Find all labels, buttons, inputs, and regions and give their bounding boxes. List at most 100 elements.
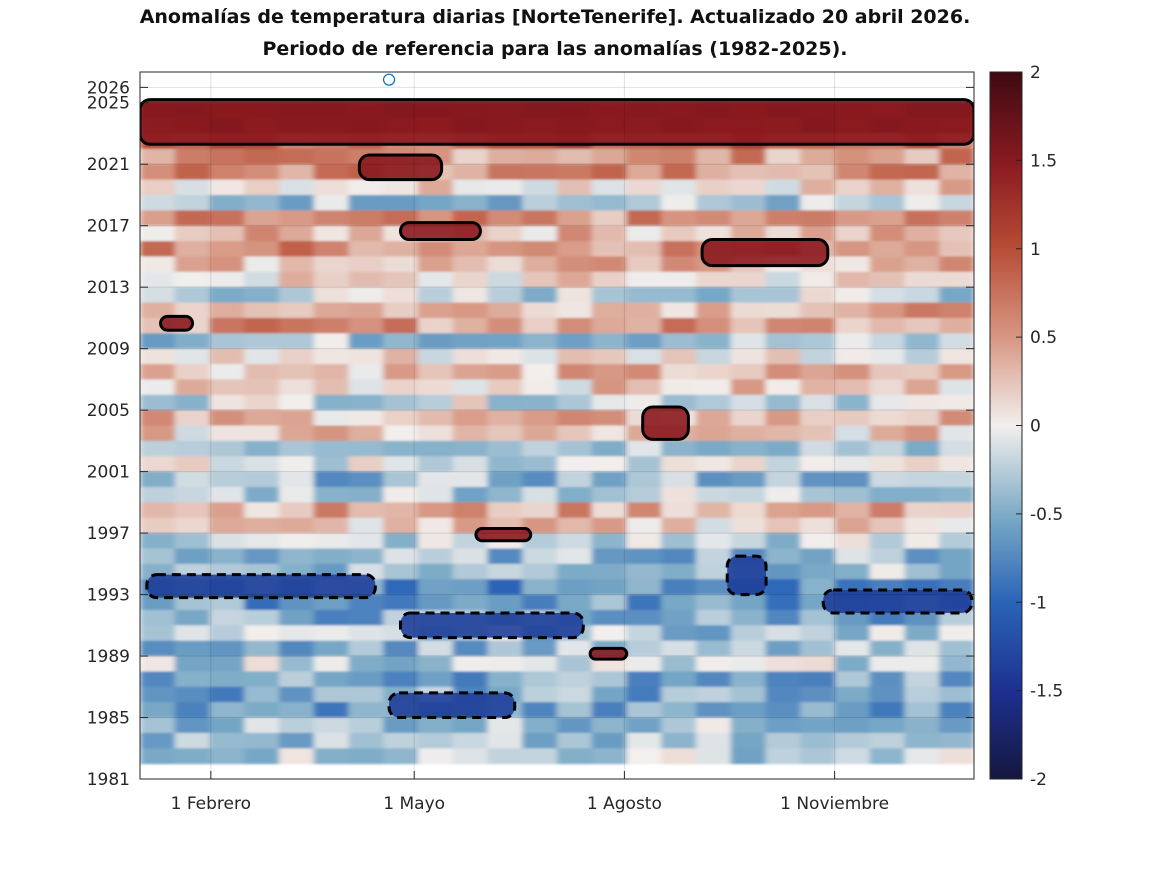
anomaly-cell [591,517,627,534]
anomaly-cell [279,702,315,719]
anomaly-cell [452,256,488,273]
anomaly-cell [765,364,801,380]
anomaly-cell [140,456,176,473]
anomaly-cell [244,410,280,426]
anomaly-cell [487,471,523,488]
anomaly-cell [313,210,349,227]
anomaly-cell [904,302,940,319]
anomaly-cell [522,502,558,519]
anomaly-cell [313,179,349,196]
anomaly-cell [800,394,836,411]
anomaly-cell [313,194,349,211]
anomaly-cell [661,609,697,626]
anomaly-cell [522,471,558,488]
anomaly-cell [313,440,349,457]
anomaly-cell [313,686,349,703]
anomaly-cell [557,717,593,734]
anomaly-cell [765,625,801,642]
anomaly-cell [279,717,315,734]
anomaly-cell [730,194,766,211]
anomaly-cell [140,394,176,411]
anomaly-cell [557,563,593,580]
anomaly-cell [800,548,836,565]
anomaly-cell [244,471,280,488]
anomaly-cell [418,456,454,473]
y-tick-label: 2021 [87,155,130,175]
anomaly-band [140,287,974,304]
anomaly-cell [140,625,176,642]
anomaly-cell [313,164,349,181]
anomaly-band [140,241,974,257]
anomaly-cell [800,748,836,765]
anomaly-cell [765,394,801,411]
anomaly-cell [557,179,593,196]
anomaly-cell [904,717,940,734]
y-tick-label: 1997 [87,524,130,544]
anomaly-cell [452,486,488,503]
chart-title: Anomalías de temperatura diarias [NorteT… [139,6,971,28]
anomaly-cell [348,486,384,503]
anomaly-cell [452,302,488,319]
anomaly-cell [452,456,488,473]
anomaly-cell [383,533,419,549]
anomaly-cell [487,225,523,242]
x-tick-label: 1 Noviembre [780,794,889,814]
anomaly-cell [209,625,245,642]
anomaly-cell [487,548,523,565]
anomaly-cell [348,225,384,242]
anomaly-cell [869,502,905,519]
anomaly-cell [696,579,732,596]
anomaly-cell [835,625,871,642]
anomaly-cell [487,194,523,211]
anomaly-cell [904,502,940,519]
anomaly-cell [348,548,384,565]
anomaly-cell [904,317,940,334]
anomaly-cell [209,717,245,734]
anomaly-cell [209,302,245,319]
anomaly-cell [939,287,974,304]
anomaly-cell [869,640,905,657]
anomaly-cell [313,425,349,442]
anomaly-cell [835,241,871,257]
anomaly-cell [522,348,558,365]
anomaly-cell [696,640,732,657]
anomaly-cell [730,210,766,227]
anomaly-cell [244,379,280,396]
anomaly-cell [835,410,871,426]
anomaly-cell [869,287,905,304]
anomaly-cell [939,148,974,165]
anomaly-cell [939,271,974,288]
anomaly-cell [730,425,766,442]
anomaly-cell [313,148,349,165]
anomaly-cell [869,533,905,549]
anomaly-cell [418,486,454,503]
anomaly-cell [765,502,801,519]
anomaly-cell [174,517,210,534]
anomaly-cell [209,241,245,257]
anomaly-cell [418,533,454,549]
anomaly-cell [730,486,766,503]
anomaly-cell [348,179,384,196]
anomaly-cell [452,563,488,580]
anomaly-cell [626,594,662,611]
anomaly-cell [869,625,905,642]
anomaly-cell [835,271,871,288]
y-tick-label: 2001 [87,463,130,483]
anomaly-cell [418,671,454,688]
anomaly-cell [452,348,488,365]
anomaly-cell [696,625,732,642]
y-tick-label: 2013 [87,278,130,298]
anomaly-cell [487,317,523,334]
anomaly-cell [904,671,940,688]
anomaly-cell [487,241,523,257]
anomaly-cell [626,548,662,565]
anomaly-cell [730,440,766,457]
anomaly-cell [835,179,871,196]
anomaly-cell [209,364,245,380]
anomaly-cell [279,317,315,334]
anomaly-cell [174,348,210,365]
anomaly-cell [557,702,593,719]
anomaly-cell [279,210,315,227]
anomaly-cell [591,548,627,565]
anomaly-cell [904,148,940,165]
